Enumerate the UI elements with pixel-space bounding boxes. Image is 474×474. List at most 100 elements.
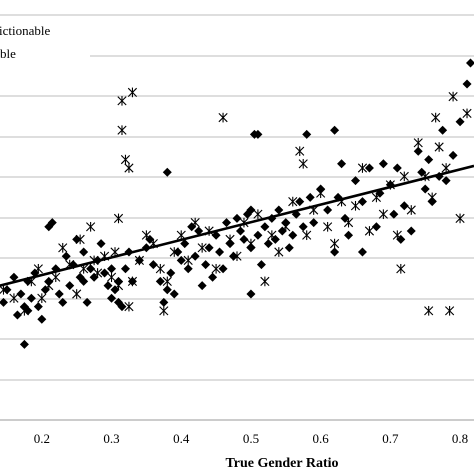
legend-box [0, 16, 90, 64]
data-point-diamond [155, 276, 165, 286]
data-point-diamond [253, 129, 263, 139]
data-point-diamond [211, 230, 221, 240]
data-point-diamond [239, 234, 249, 244]
data-point-diamond [107, 293, 117, 303]
legend: ictionable ble [0, 16, 90, 64]
data-point-asterisk [434, 142, 444, 152]
data-point-diamond [72, 234, 82, 244]
data-point-diamond [148, 260, 158, 270]
data-point-asterisk [75, 234, 85, 245]
data-point-diamond [263, 239, 273, 249]
data-point-asterisk [72, 289, 82, 299]
x-tick-label: 0.2 [34, 431, 50, 446]
data-point-asterisk [396, 263, 406, 274]
x-tick-label: 0.6 [313, 431, 330, 446]
data-point-diamond [107, 264, 117, 274]
data-point-diamond [420, 184, 430, 194]
data-point-asterisk [141, 230, 151, 241]
data-point-asterisk [117, 95, 127, 106]
x-tick-label: 0.4 [173, 431, 190, 446]
data-point-asterisk [159, 305, 169, 316]
data-point-diamond [183, 264, 193, 274]
data-point-diamond [162, 167, 172, 177]
data-point-diamond [204, 243, 214, 253]
data-point-diamond [12, 310, 22, 320]
data-point-diamond [117, 302, 127, 312]
data-point-asterisk [424, 305, 434, 316]
data-point-diamond [232, 213, 242, 223]
data-point-diamond [79, 276, 89, 286]
data-point-asterisk [462, 108, 472, 119]
x-tick-label: 0.8 [452, 431, 468, 446]
data-point-asterisk [343, 217, 354, 228]
data-point-asterisk [316, 188, 326, 199]
data-point-asterisk [0, 284, 9, 295]
x-axis-title: True Gender Ratio [225, 456, 338, 471]
data-point-diamond [323, 205, 333, 215]
data-point-asterisk [371, 192, 382, 203]
x-tick-label: 0.7 [382, 431, 399, 446]
data-point-diamond [229, 251, 239, 261]
data-point-asterisk [364, 226, 375, 236]
data-point-asterisk [246, 238, 256, 249]
data-point-diamond [246, 289, 256, 299]
data-point-asterisk [281, 221, 291, 232]
data-point-diamond [246, 205, 256, 215]
legend-label: ictionable [0, 23, 50, 38]
data-point-asterisk [350, 200, 361, 211]
data-point-diamond [413, 146, 423, 156]
data-point-diamond [86, 264, 96, 274]
data-point-diamond [47, 218, 57, 228]
data-point-asterisk [197, 242, 207, 253]
x-tick-labels: 0.2 0.3 0.4 0.5 0.6 0.7 0.8 [34, 431, 468, 446]
data-point-diamond [260, 222, 270, 232]
data-point-asterisk [431, 112, 441, 123]
data-point-diamond [438, 125, 448, 135]
data-point-diamond [305, 192, 315, 202]
data-point-diamond [180, 239, 190, 249]
data-point-diamond [2, 285, 12, 295]
data-point-asterisk [51, 272, 61, 283]
data-point-asterisk [329, 238, 340, 249]
data-point-diamond [253, 230, 263, 240]
data-point-asterisk [92, 268, 103, 278]
data-point-diamond [194, 226, 204, 236]
data-point-asterisk [225, 234, 235, 245]
data-point-diamond [351, 176, 360, 186]
x-tick-label: 0.3 [103, 431, 119, 446]
data-point-asterisk [37, 293, 47, 304]
data-point-asterisk [455, 213, 465, 224]
data-point-asterisk [288, 196, 298, 207]
data-point-asterisk [19, 305, 29, 316]
data-point-asterisk [134, 255, 145, 266]
data-point-asterisk [169, 247, 179, 257]
data-point-diamond [33, 302, 43, 312]
data-point-diamond [466, 58, 474, 68]
data-point-diamond [424, 155, 434, 165]
data-point-asterisk [127, 87, 138, 98]
data-point-asterisk [302, 230, 312, 241]
data-point-diamond [197, 281, 207, 291]
data-point-diamond [37, 314, 47, 324]
data-point-asterisk [44, 280, 54, 291]
data-point-asterisk [253, 209, 263, 220]
data-point-asterisk [357, 163, 368, 173]
data-point-diamond [274, 205, 284, 215]
data-point-asterisk [445, 305, 455, 316]
data-point-asterisk [86, 221, 96, 232]
data-point-asterisk [413, 137, 423, 148]
data-point-asterisk [406, 205, 416, 215]
data-point-asterisk [392, 230, 402, 241]
data-point-asterisk [298, 158, 308, 169]
data-point-diamond [190, 251, 200, 261]
trendline [0, 164, 474, 287]
data-point-diamond [61, 251, 71, 261]
data-point-diamond [208, 272, 218, 282]
data-point-diamond [169, 289, 179, 299]
data-point-diamond [79, 247, 89, 257]
data-point-diamond [256, 260, 266, 270]
data-point-diamond [344, 230, 354, 240]
data-point-asterisk [155, 263, 165, 274]
data-point-asterisk [441, 163, 451, 173]
